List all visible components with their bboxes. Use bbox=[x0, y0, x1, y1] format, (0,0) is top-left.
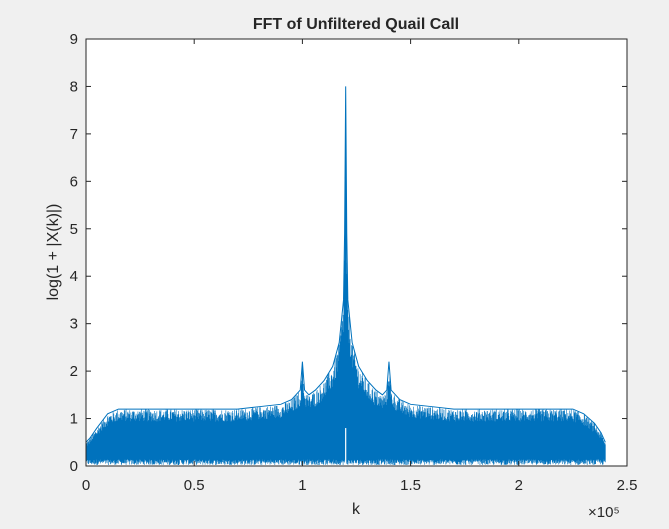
y-tick-label: 6 bbox=[70, 173, 78, 190]
x-tick-label: 2 bbox=[515, 477, 523, 494]
x-tick-label: 1 bbox=[298, 477, 306, 494]
chart-title: FFT of Unfiltered Quail Call bbox=[253, 16, 459, 33]
x-axis-ticks: 0 0.5 1 1.5 2 2.5 bbox=[82, 39, 638, 494]
x-tick-label: 1.5 bbox=[400, 477, 421, 494]
y-tick-label: 7 bbox=[70, 126, 78, 143]
signal-envelope bbox=[85, 86, 606, 443]
y-tick-label: 2 bbox=[70, 363, 78, 380]
x-axis-label: k bbox=[352, 501, 361, 518]
x-tick-label: 2.5 bbox=[617, 477, 638, 494]
axes-box bbox=[85, 38, 628, 467]
y-tick-label: 1 bbox=[70, 411, 78, 428]
y-tick-label: 0 bbox=[70, 458, 78, 475]
x-tick-label: 0 bbox=[82, 477, 90, 494]
y-tick-label: 3 bbox=[70, 316, 78, 333]
y-tick-label: 9 bbox=[70, 31, 78, 48]
y-axis-ticks: 0 1 2 3 4 5 6 7 8 9 bbox=[70, 31, 627, 475]
x-scale-multiplier: ×10⁵ bbox=[588, 504, 620, 521]
x-tick-label: 0.5 bbox=[184, 477, 205, 494]
y-tick-label: 4 bbox=[70, 268, 78, 285]
y-tick-label: 8 bbox=[70, 78, 78, 95]
y-tick-label: 5 bbox=[70, 221, 78, 238]
y-axis-label: log(1 + |X(k)|) bbox=[45, 204, 62, 301]
